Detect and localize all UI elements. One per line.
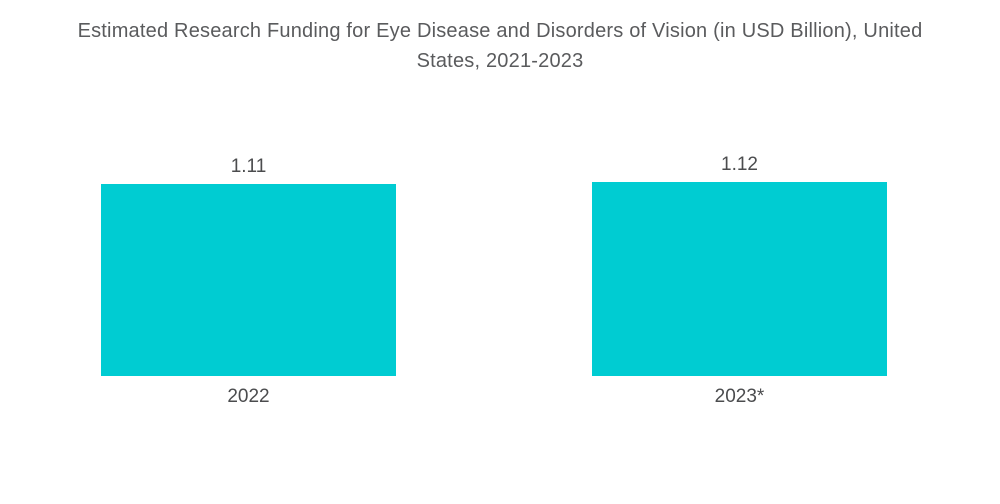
x-axis-label-2023: 2023* (714, 386, 765, 407)
x-axis-label-2022: 2022 (227, 386, 270, 407)
value-label-2023: 1.12 (721, 154, 758, 175)
chart-title: Estimated Research Funding for Eye Disea… (77, 20, 923, 72)
bar-group-2023: 1.12 2023* (592, 0, 887, 407)
value-label-2022: 1.11 (230, 156, 267, 177)
bar-2022 (101, 184, 396, 376)
bar-2023 (592, 182, 887, 376)
bar-group-2022: 1.11 2022 (101, 0, 396, 407)
